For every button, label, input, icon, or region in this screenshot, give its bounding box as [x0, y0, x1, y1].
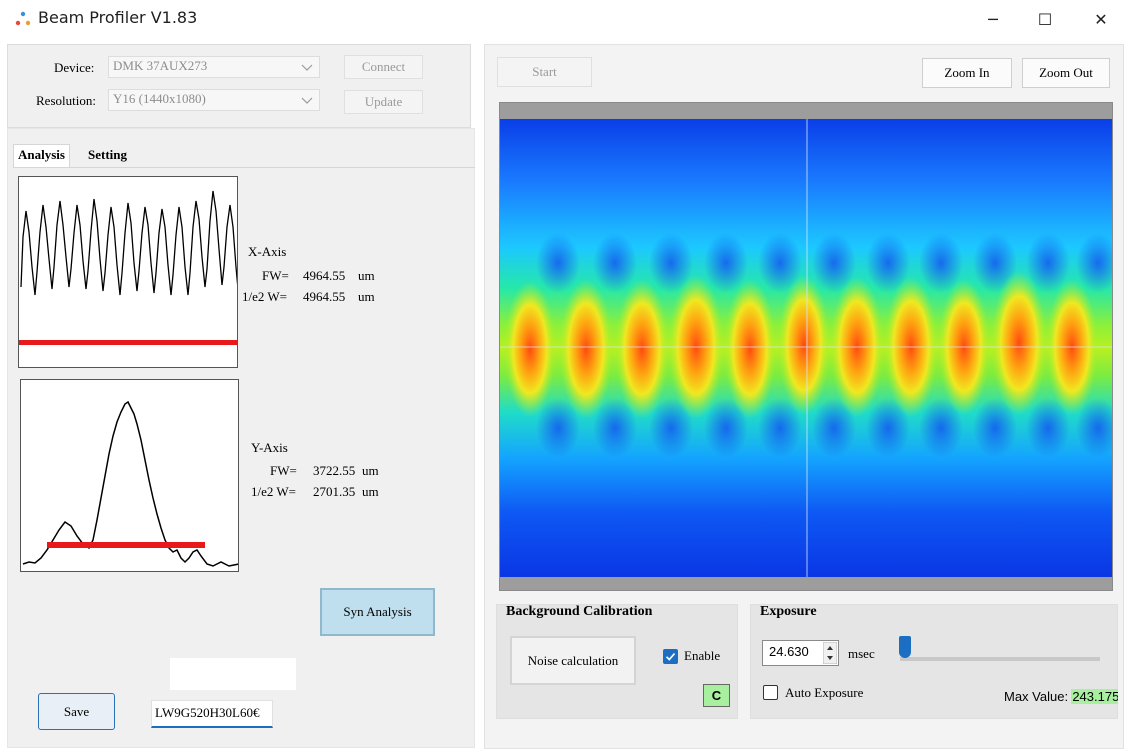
dip	[536, 233, 580, 293]
y-e2-unit: um	[362, 484, 379, 499]
dip	[919, 233, 963, 293]
dip	[973, 398, 1017, 458]
background-calibration-title: Background Calibration	[506, 604, 653, 619]
x-e2-unit: um	[358, 289, 375, 304]
y-fw-unit: um	[362, 463, 379, 478]
dip	[1026, 398, 1070, 458]
tab-analysis[interactable]: Analysis	[13, 144, 70, 168]
beam-heatmap	[500, 119, 1112, 577]
device-label: Device:	[54, 60, 95, 75]
dip	[866, 398, 910, 458]
dip	[866, 233, 910, 293]
y-e2-label: 1/e2 W=	[251, 484, 296, 499]
exposure-title: Exposure	[760, 604, 817, 619]
beam-spot	[504, 281, 556, 417]
y-threshold-line	[47, 542, 205, 548]
connect-button[interactable]: Connect	[344, 55, 423, 79]
dip	[812, 398, 856, 458]
dip	[593, 398, 637, 458]
chevron-down-icon	[301, 64, 313, 71]
dip	[1076, 398, 1112, 458]
y-fw-label: FW=	[270, 463, 297, 478]
minimize-button[interactable]: ─	[988, 9, 998, 29]
chevron-down-icon	[301, 97, 313, 104]
zoom-out-button[interactable]: Zoom Out	[1022, 58, 1110, 88]
x-profile-chart	[19, 190, 237, 345]
x-profile-plot	[18, 176, 238, 368]
tab-setting[interactable]: Setting	[88, 147, 127, 162]
dip	[649, 398, 693, 458]
beam-spots	[504, 233, 1112, 458]
enable-label: Enable	[684, 648, 721, 663]
window-title: Beam Profiler V1.83	[38, 8, 198, 27]
max-value-label: Max Value:	[1004, 689, 1069, 704]
dip	[649, 233, 693, 293]
y-profile-chart	[22, 400, 238, 567]
dip	[1076, 233, 1112, 293]
beam-spot	[615, 279, 669, 419]
start-button[interactable]: Start	[497, 57, 592, 87]
y-e2-value: 2701.35	[313, 484, 356, 499]
y-axis-title: Y-Axis	[251, 440, 288, 455]
dip	[593, 233, 637, 293]
close-button[interactable]: ✕	[1094, 9, 1108, 29]
zoom-in-button[interactable]: Zoom In	[922, 58, 1012, 88]
exposure-slider-track[interactable]	[900, 657, 1100, 661]
auto-exposure-label: Auto Exposure	[785, 685, 864, 700]
noise-calculation-button[interactable]: Noise calculation	[510, 636, 636, 685]
exposure-unit: msec	[848, 646, 875, 661]
x-e2-value: 4964.55	[303, 289, 346, 304]
x-axis-title: X-Axis	[248, 244, 287, 259]
blank-area	[170, 658, 296, 690]
dip	[536, 398, 580, 458]
maximize-button[interactable]: ☐	[1037, 9, 1053, 29]
filename-field[interactable]: LW9G520H30L60€	[151, 700, 273, 728]
y-fw-value: 3722.55	[313, 463, 356, 478]
max-value: 243.175	[1071, 689, 1118, 704]
auto-exposure-checkbox[interactable]	[763, 685, 778, 700]
dip	[973, 233, 1017, 293]
beam-image-view[interactable]	[499, 102, 1113, 591]
save-button[interactable]: Save	[38, 693, 115, 730]
syn-analysis-button[interactable]: Syn Analysis	[320, 588, 435, 636]
tab-divider	[13, 167, 475, 168]
title-bar: Beam Profiler V1.83 ─ ☐ ✕	[0, 0, 1124, 38]
x-fw-unit: um	[358, 268, 375, 283]
x-fw-label: FW=	[262, 268, 289, 283]
resolution-select[interactable]: Y16 (1440x1080)	[108, 89, 320, 111]
resolution-select-value: Y16 (1440x1080)	[113, 91, 206, 106]
y-profile-plot	[20, 379, 239, 572]
beam-dots-icon	[15, 11, 31, 26]
dip	[704, 398, 748, 458]
dip	[704, 233, 748, 293]
y-profile-curve	[22, 400, 238, 567]
x-threshold-line	[19, 340, 237, 345]
beam-spot	[778, 275, 830, 415]
device-select-value: DMK 37AUX273	[113, 58, 208, 73]
filename-field-value: LW9G520H30L60€	[155, 705, 260, 720]
enable-checkbox[interactable]	[663, 649, 678, 664]
dip	[812, 233, 856, 293]
update-button[interactable]: Update	[344, 90, 423, 114]
x-fw-value: 4964.55	[303, 268, 346, 283]
checkmark-icon	[665, 653, 676, 661]
max-value-readout: Max Value: 243.175	[1004, 689, 1118, 709]
dip	[1026, 233, 1070, 293]
exposure-spinbox-value: 24.630	[769, 644, 809, 659]
exposure-spinbox[interactable]: 24.630	[762, 640, 839, 666]
x-e2-label: 1/e2 W=	[242, 289, 287, 304]
beam-spot	[724, 279, 776, 419]
dip	[919, 398, 963, 458]
up-down-arrows-icon[interactable]	[823, 642, 837, 664]
dip	[758, 398, 802, 458]
c-button[interactable]: C	[703, 684, 730, 707]
beam-spot	[991, 271, 1047, 415]
device-select[interactable]: DMK 37AUX273	[108, 56, 320, 78]
beam-spot	[559, 279, 613, 419]
x-profile-curve	[20, 190, 237, 296]
resolution-label: Resolution:	[36, 93, 96, 108]
exposure-slider-thumb[interactable]	[899, 636, 911, 658]
dip	[758, 233, 802, 293]
